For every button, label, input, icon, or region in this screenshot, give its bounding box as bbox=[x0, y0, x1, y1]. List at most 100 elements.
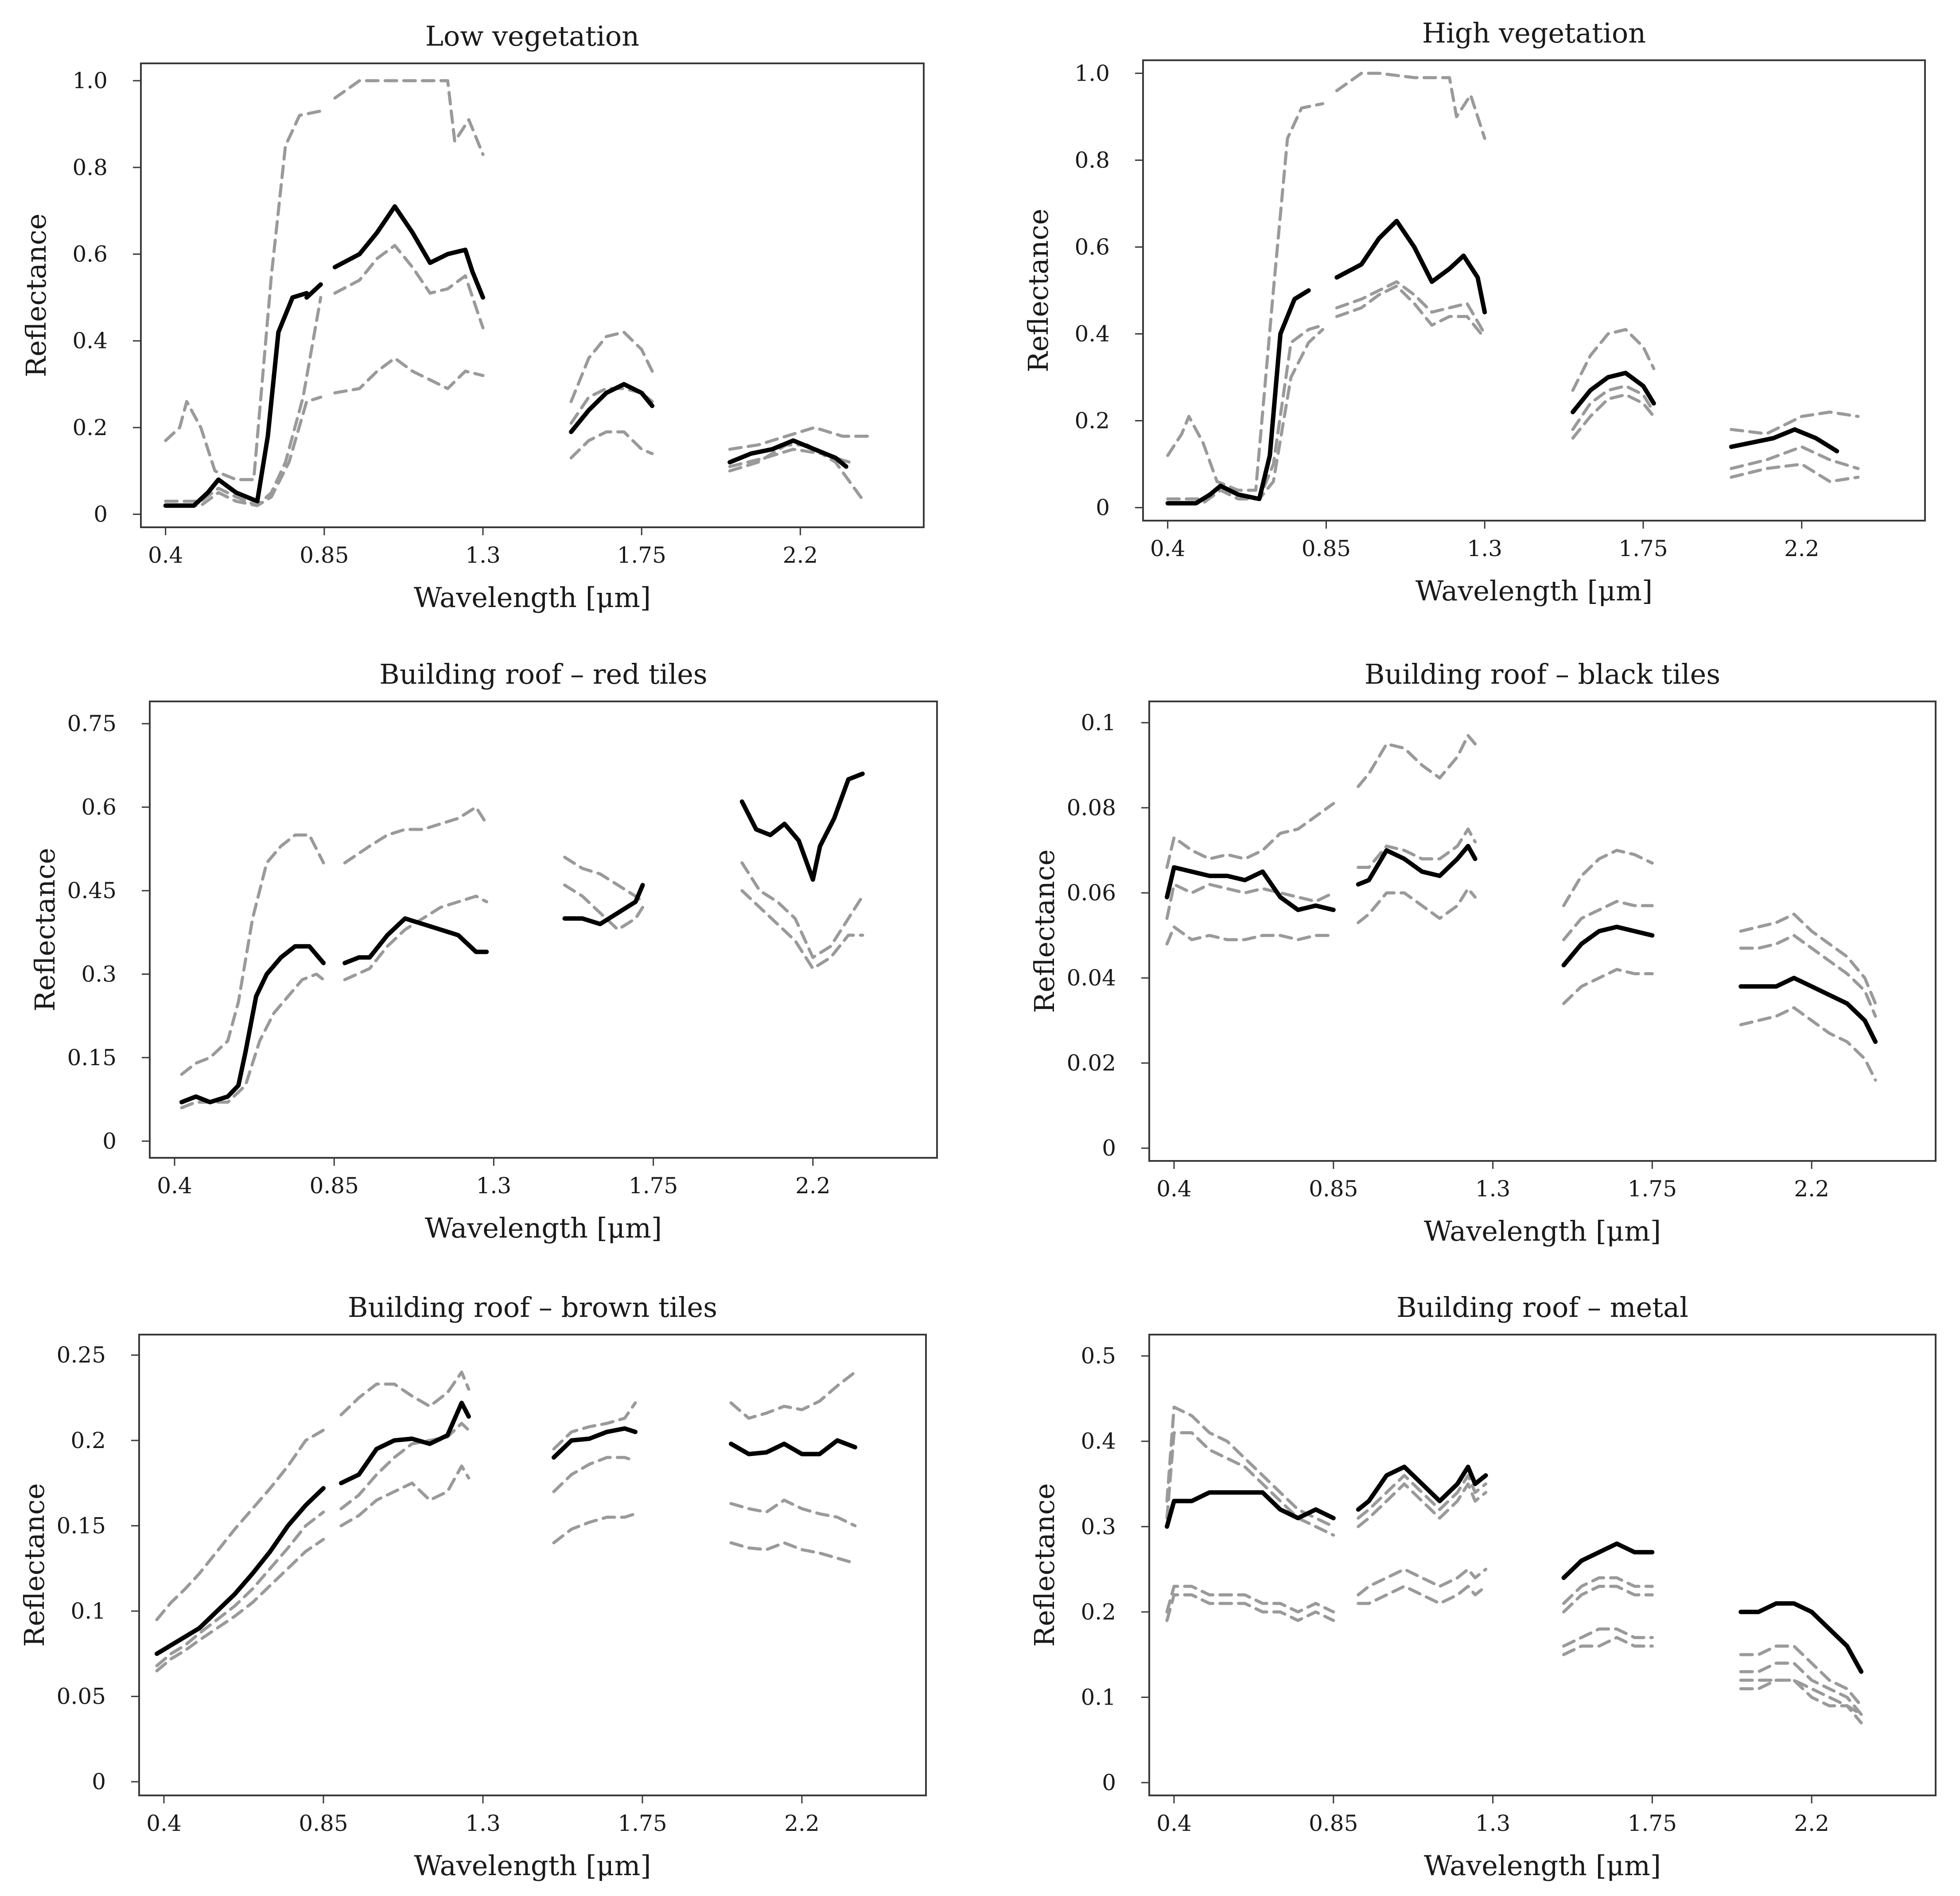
plot-frame bbox=[138, 1334, 927, 1796]
series-upper-bound bbox=[1166, 71, 1860, 492]
plot-frame bbox=[1148, 1334, 1937, 1796]
bound-spectrum-line bbox=[164, 296, 323, 507]
mean-spectrum-line bbox=[1571, 370, 1656, 414]
series-mean bbox=[1165, 218, 1839, 506]
y-tick-label: 0.2 bbox=[72, 415, 108, 440]
bound-spectrum-line bbox=[333, 356, 485, 395]
series-middle-bound bbox=[1166, 280, 1860, 501]
mean-spectrum-line bbox=[304, 282, 323, 300]
bound-spectrum-line bbox=[333, 79, 485, 156]
bound-spectrum-line bbox=[1357, 887, 1477, 924]
chart-panel-metal: Building roof – metal Wavelength [μm] Refl… bbox=[1028, 1291, 1937, 1882]
bound-spectrum-line bbox=[569, 331, 654, 403]
y-tick-label: 0.6 bbox=[81, 794, 117, 820]
x-tick-label: 1.3 bbox=[1475, 1810, 1511, 1836]
series-middle-bound bbox=[1165, 827, 1877, 1018]
y-tick-label: 0.05 bbox=[57, 1684, 106, 1709]
series-mean bbox=[155, 1401, 857, 1656]
bound-spectrum-line bbox=[1335, 280, 1486, 335]
x-tick-label: 1.75 bbox=[629, 1173, 678, 1199]
y-tick-label: 0.2 bbox=[70, 1428, 106, 1453]
x-tick-label: 0.4 bbox=[148, 542, 183, 568]
chart-title: Building roof – red tiles bbox=[379, 658, 707, 690]
bound-spectrum-line bbox=[1165, 1593, 1335, 1622]
mean-spectrum-line bbox=[339, 1401, 471, 1486]
mean-spectrum-line bbox=[1561, 924, 1655, 968]
x-tick-label: 0.85 bbox=[1302, 536, 1351, 561]
series-upper-bound bbox=[164, 79, 873, 481]
bound-spectrum-line bbox=[1357, 734, 1477, 788]
chart-title: Building roof – metal bbox=[1396, 1291, 1688, 1324]
plot-frame bbox=[149, 701, 938, 1159]
mean-spectrum-line bbox=[729, 1438, 857, 1456]
x-tick-label: 0.4 bbox=[157, 1173, 192, 1199]
bound-spectrum-line bbox=[1571, 384, 1656, 431]
x-tick-label: 0.4 bbox=[1156, 1176, 1192, 1202]
y-tick-label: 1.0 bbox=[1074, 60, 1110, 86]
bound-spectrum-line bbox=[728, 443, 866, 503]
series-lower-bound bbox=[1165, 887, 1877, 1082]
x-tick-label: 0.85 bbox=[299, 542, 349, 568]
y-tick-label: 0.6 bbox=[72, 241, 108, 267]
y-tick-label: 0 bbox=[1102, 1135, 1116, 1161]
series-mean bbox=[179, 771, 865, 1105]
x-tick-label: 1.75 bbox=[1628, 1176, 1677, 1202]
series-middle-bound bbox=[1165, 1431, 1863, 1716]
bound-spectrum-line bbox=[728, 426, 873, 451]
x-axis-label: Wavelength [μm] bbox=[414, 1849, 651, 1882]
y-tick-label: 0 bbox=[93, 502, 108, 527]
bound-spectrum-line bbox=[1730, 445, 1860, 470]
bound-spectrum-line bbox=[180, 833, 325, 1076]
bound-spectrum-line bbox=[1335, 284, 1486, 340]
y-tick-label: 0.4 bbox=[72, 328, 108, 354]
x-tick-label: 0.85 bbox=[1309, 1176, 1358, 1202]
bound-spectrum-line bbox=[1562, 1627, 1654, 1648]
y-tick-label: 0 bbox=[1102, 1770, 1116, 1795]
bound-spectrum-line bbox=[729, 1541, 857, 1565]
bound-spectrum-line bbox=[552, 1456, 637, 1493]
bound-spectrum-line bbox=[1166, 102, 1324, 492]
bound-spectrum-line bbox=[1165, 1585, 1335, 1614]
y-axis-label: Reflectance bbox=[1028, 849, 1061, 1013]
plot-frame bbox=[140, 62, 925, 528]
chart-panel-brown-tiles: Building roof – brown tiles Wavelength [μ… bbox=[18, 1291, 927, 1882]
x-tick-label: 2.2 bbox=[795, 1173, 831, 1199]
mean-spectrum-line bbox=[179, 944, 326, 1105]
bound-spectrum-line bbox=[552, 1401, 637, 1451]
bound-spectrum-line bbox=[1165, 925, 1335, 946]
x-tick-label: 0.85 bbox=[299, 1810, 348, 1836]
x-tick-label: 2.2 bbox=[1794, 1176, 1829, 1202]
series-lower-bound-1 bbox=[1165, 1568, 1863, 1716]
y-tick-label: 0.06 bbox=[1067, 880, 1116, 906]
bound-spectrum-line bbox=[343, 895, 488, 981]
bound-spectrum-line bbox=[1571, 393, 1656, 440]
bound-spectrum-line bbox=[1165, 1405, 1335, 1528]
y-tick-label: 0.2 bbox=[1081, 1599, 1116, 1625]
x-axis-label: Wavelength [μm] bbox=[1424, 1215, 1661, 1247]
x-tick-label: 1.3 bbox=[1467, 536, 1502, 561]
series-lower-bound bbox=[155, 1464, 857, 1673]
x-tick-label: 2.2 bbox=[783, 542, 818, 568]
chart-panel-high-vegetation: High vegetation Wavelength [μm] Reflectanc… bbox=[1022, 17, 1926, 607]
y-axis-label: Reflectance bbox=[29, 848, 61, 1011]
series-lower-bound-2 bbox=[1165, 1585, 1863, 1725]
plot-frame bbox=[1142, 59, 1926, 522]
bound-spectrum-line bbox=[1562, 968, 1654, 1005]
series-mean bbox=[1165, 1464, 1864, 1674]
bound-spectrum-line bbox=[1739, 1678, 1863, 1725]
bound-spectrum-line bbox=[1739, 1662, 1863, 1716]
y-tick-label: 0.08 bbox=[1067, 795, 1116, 821]
x-tick-label: 0.85 bbox=[1309, 1810, 1358, 1836]
bound-spectrum-line bbox=[1739, 934, 1877, 1018]
bound-spectrum-line bbox=[1730, 463, 1860, 483]
bound-spectrum-line bbox=[569, 430, 654, 459]
chart-title: Low vegetation bbox=[425, 20, 639, 52]
bound-spectrum-line bbox=[164, 395, 323, 507]
x-tick-label: 1.3 bbox=[476, 1173, 512, 1199]
y-tick-label: 0.15 bbox=[67, 1045, 117, 1071]
series-lower-bound bbox=[180, 884, 864, 1110]
x-tick-label: 0.85 bbox=[310, 1173, 359, 1199]
x-tick-label: 1.3 bbox=[1475, 1176, 1511, 1202]
mean-spectrum-line bbox=[1738, 976, 1878, 1044]
